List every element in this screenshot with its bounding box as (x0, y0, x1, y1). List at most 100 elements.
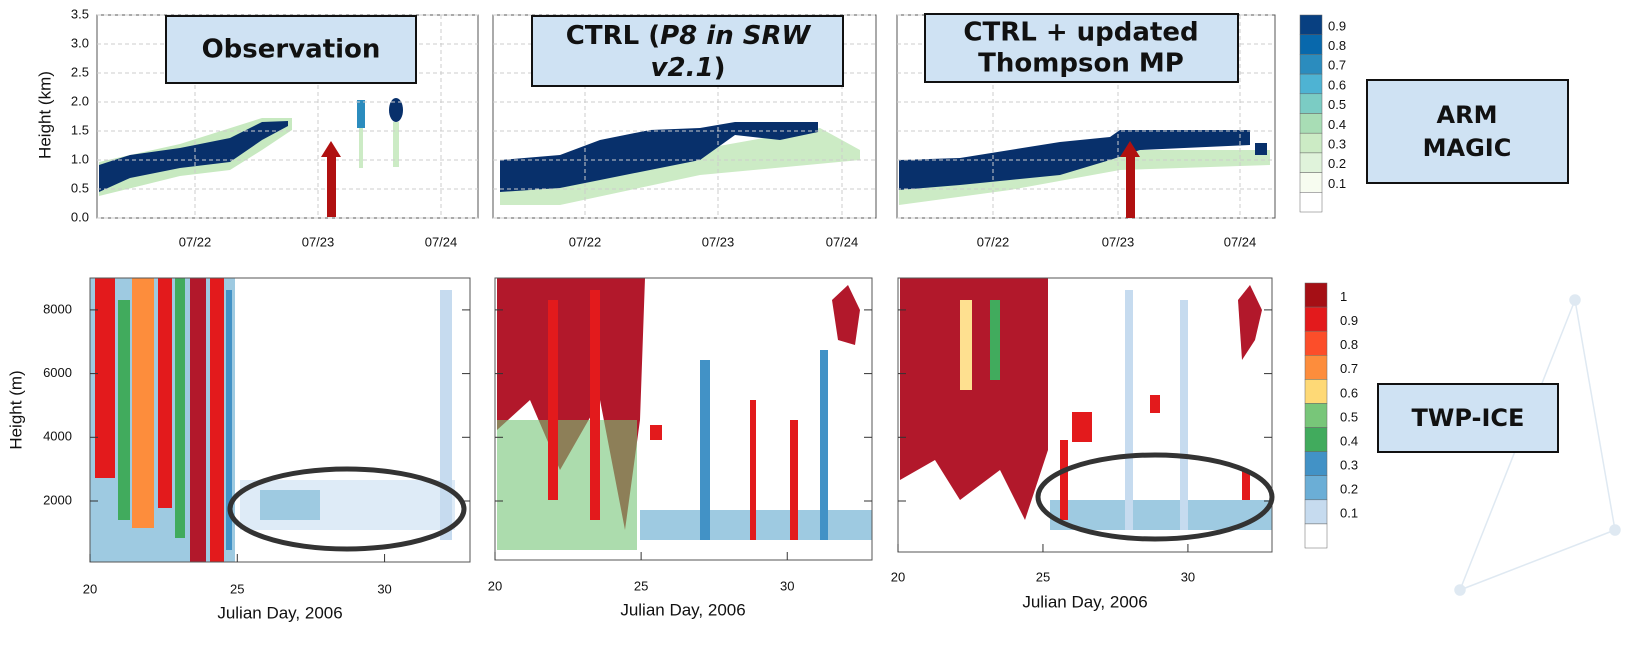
colorbar-label: 0.9 (1328, 18, 1346, 33)
title-part: v2.1 (651, 53, 714, 83)
title-part: P8 in SRW (660, 21, 811, 51)
x-tick-label: 30 (780, 578, 794, 593)
side-box (1377, 383, 1559, 453)
colorbar-label: 0.4 (1340, 433, 1358, 448)
colorbar-swatch (1299, 93, 1323, 114)
colorbar-swatch (1304, 306, 1328, 332)
y-tick-label: 1.0 (71, 151, 89, 166)
colorbar-swatch (1299, 73, 1323, 95)
y-tick-label: 8000 (43, 301, 72, 316)
panel-title: v2.1) (651, 53, 726, 83)
y-tick-label: 2000 (43, 492, 72, 507)
colorbar-swatch (1299, 192, 1323, 213)
ice-fraction-field (497, 278, 872, 550)
x-tick-label: 07/23 (302, 234, 335, 249)
x-tick-label: 07/22 (569, 234, 602, 249)
side-label: ARM (1437, 101, 1498, 129)
colorbar-label: 1 (1340, 289, 1347, 304)
colorbar-swatch (1304, 403, 1328, 428)
plot-frame (89, 277, 471, 563)
colorbar-label: 0.6 (1340, 385, 1358, 400)
colorbar-label: 0.3 (1328, 136, 1346, 151)
x-axis-label: Julian Day, 2006 (217, 603, 342, 622)
colorbar-swatch (1299, 54, 1323, 75)
colorbar-label: 0.9 (1340, 313, 1358, 328)
title-part: ) (714, 53, 726, 83)
colorbar-swatch (1304, 330, 1328, 356)
panel-title: Observation (202, 35, 381, 65)
colorbar-swatch (1299, 132, 1323, 154)
colorbar-label: 0.4 (1328, 117, 1346, 132)
colorbar-label: 0.5 (1340, 409, 1358, 424)
title-box (531, 15, 844, 87)
panel-title: Thompson MP (978, 49, 1184, 79)
y-tick-label: 3.5 (71, 6, 89, 21)
colorbar-label: 0.6 (1328, 77, 1346, 92)
y-tick-label: 3.0 (71, 35, 89, 50)
side-label: MAGIC (1423, 134, 1512, 162)
title-part: CTRL ( (566, 21, 660, 51)
x-tick-label: 25 (230, 581, 244, 596)
side-label: TWP-ICE (1412, 404, 1525, 432)
x-tick-label: 07/23 (1102, 234, 1135, 249)
side-box (1366, 79, 1569, 184)
colorbar-label: 0.7 (1328, 58, 1346, 73)
colorbar-swatch (1304, 427, 1328, 452)
y-axis-label: Height (km) (35, 71, 54, 159)
x-tick-label: 25 (634, 578, 648, 593)
annotation-arrow (321, 141, 1140, 218)
x-tick-label: 25 (1036, 569, 1050, 584)
x-tick-label: 20 (891, 569, 905, 584)
y-tick-label: 1.5 (71, 122, 89, 137)
y-axis-label: Height (m) (6, 370, 25, 449)
ice-fraction-field (900, 278, 1272, 530)
colorbar-swatch (1304, 355, 1328, 380)
colorbar-swatch (1304, 499, 1328, 525)
x-tick-label: 07/24 (1224, 234, 1257, 249)
plot-frame (494, 277, 873, 561)
x-axis-label: Julian Day, 2006 (620, 600, 745, 619)
colorbar-swatch (1304, 523, 1328, 549)
colorbar-swatch (1304, 282, 1328, 308)
colorbar-swatch (1299, 34, 1323, 55)
annotation-ellipse (227, 452, 1275, 552)
y-tick-label: 0.0 (71, 209, 89, 224)
x-axis-label: Julian Day, 2006 (1022, 592, 1147, 611)
colorbar-swatch (1304, 379, 1328, 404)
x-tick-label: 07/22 (977, 234, 1010, 249)
x-tick-label: 07/22 (179, 234, 212, 249)
x-tick-label: 07/23 (702, 234, 735, 249)
title-box (924, 13, 1239, 83)
colorbar-label: 0.1 (1328, 176, 1346, 191)
panel-title: CTRL + updated (963, 18, 1198, 48)
x-tick-label: 07/24 (425, 234, 458, 249)
y-tick-label: 0.5 (71, 180, 89, 195)
colorbar-label: 0.5 (1328, 97, 1346, 112)
x-tick-label: 07/24 (826, 234, 859, 249)
y-tick-label: 6000 (43, 365, 72, 380)
panel-title: CTRL (P8 in SRW (566, 21, 812, 51)
x-tick-label: 30 (377, 581, 391, 596)
colorbar-label: 0.2 (1340, 482, 1358, 497)
colorbar-swatch (1299, 14, 1323, 35)
plot-frame (897, 277, 1273, 553)
colorbar-label: 0.1 (1340, 506, 1358, 521)
colorbar-label: 0.3 (1340, 458, 1358, 473)
cloud-fraction-field (99, 98, 403, 196)
colorbar-swatch (1304, 451, 1328, 476)
colorbar-label: 0.8 (1328, 38, 1346, 53)
ice-fraction-field (90, 278, 455, 562)
x-tick-label: 20 (488, 578, 502, 593)
colorbar-label: 0.2 (1328, 156, 1346, 171)
y-tick-label: 2.0 (71, 93, 89, 108)
colorbar-label: 0.8 (1340, 337, 1358, 352)
y-tick-label: 2.5 (71, 64, 89, 79)
colorbar-label: 0.7 (1340, 361, 1358, 376)
title-box (165, 15, 417, 84)
colorbar-swatch (1299, 172, 1323, 193)
colorbar-swatch (1299, 152, 1323, 173)
cloud-fraction-field (500, 122, 1270, 205)
y-tick-label: 4000 (43, 429, 72, 444)
